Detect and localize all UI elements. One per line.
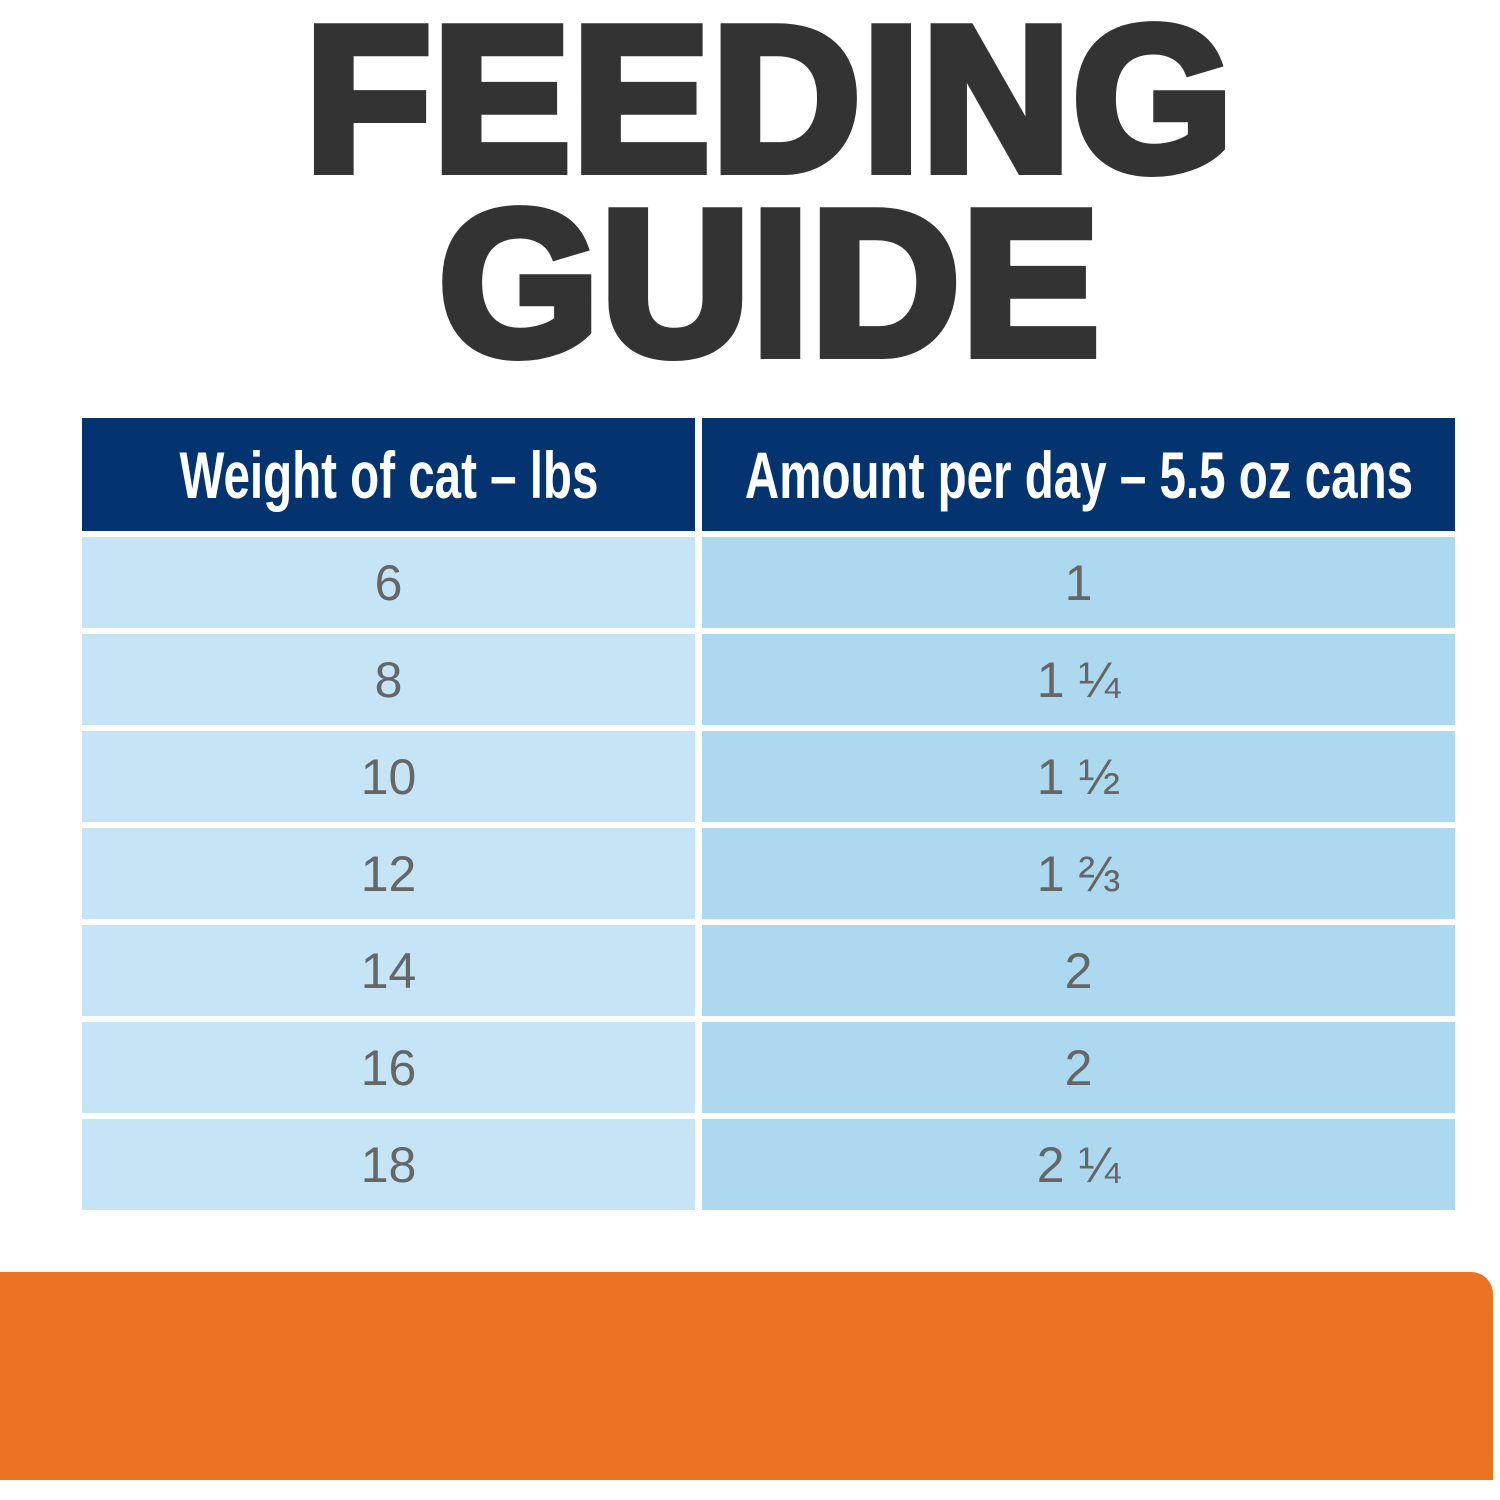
weight-cell: 18 — [82, 1119, 695, 1210]
header-weight: Weight of cat – lbs — [82, 418, 695, 531]
table-row: 10 1 ½ — [82, 731, 1455, 822]
weight-cell: 6 — [82, 537, 695, 628]
header-amount: Amount per day – 5.5 oz cans — [702, 418, 1455, 531]
amount-cell: 1 ½ — [702, 731, 1455, 822]
amount-cell: 1 ¼ — [702, 634, 1455, 725]
amount-cell: 2 — [702, 925, 1455, 1016]
table-row: 16 2 — [82, 1022, 1455, 1113]
title-line-2: GUIDE — [434, 168, 1104, 398]
amount-cell: 2 — [702, 1022, 1455, 1113]
title-line-1: FEEDING — [300, 0, 1238, 214]
footer-band — [0, 1272, 1493, 1480]
table-row: 14 2 — [82, 925, 1455, 1016]
table-row: 12 1 ⅔ — [82, 828, 1455, 919]
amount-cell: 1 — [702, 537, 1455, 628]
weight-cell: 10 — [82, 731, 695, 822]
table-header-row: Weight of cat – lbs Amount per day – 5.5… — [82, 418, 1455, 531]
weight-cell: 12 — [82, 828, 695, 919]
feeding-table: Weight of cat – lbs Amount per day – 5.5… — [82, 418, 1455, 1216]
amount-cell: 1 ⅔ — [702, 828, 1455, 919]
weight-cell: 16 — [82, 1022, 695, 1113]
table-row: 18 2 ¼ — [82, 1119, 1455, 1210]
weight-cell: 8 — [82, 634, 695, 725]
amount-cell: 2 ¼ — [702, 1119, 1455, 1210]
weight-cell: 14 — [82, 925, 695, 1016]
